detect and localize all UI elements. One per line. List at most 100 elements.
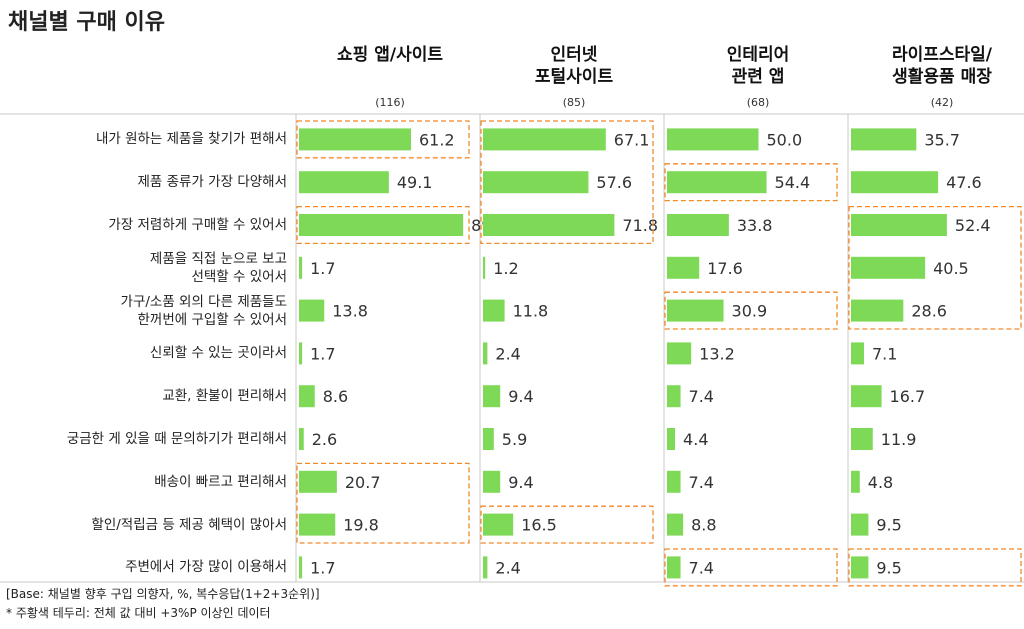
data-label: 30.9: [732, 302, 768, 321]
category-label: 신뢰할 수 있는 곳이라서: [149, 345, 287, 362]
data-label: 20.7: [345, 473, 381, 492]
category-label: 궁금한 게 있을 때 문의하기가 편리해서: [66, 431, 287, 447]
bar: [851, 513, 869, 536]
data-label: 9.4: [508, 387, 533, 406]
data-label: 67.1: [614, 130, 650, 149]
bar: [851, 299, 904, 322]
bar: [667, 470, 681, 493]
sample-size: (85): [562, 96, 586, 109]
data-label: 7.4: [689, 558, 714, 577]
data-label: 9.5: [876, 558, 901, 577]
column-header-interior-app: 인테리어 관련 앱: [666, 44, 850, 88]
bar: [851, 385, 882, 408]
data-label: 47.6: [946, 173, 982, 192]
category-label: 제품을 직접 눈으로 보고 선택할 수 있어서: [149, 250, 287, 285]
category-label: 가장 저렴하게 구매할 수 있어서: [108, 217, 287, 233]
data-label: 57.6: [596, 173, 632, 192]
data-label: 2.4: [495, 558, 520, 577]
data-label: 33.8: [737, 216, 773, 235]
bar: [299, 171, 389, 194]
data-label: 7.4: [689, 473, 714, 492]
data-label: 1.7: [310, 558, 335, 577]
sample-size: (116): [375, 96, 405, 109]
bar: [667, 385, 681, 408]
bar: [483, 342, 488, 365]
data-label: 9.4: [508, 473, 533, 492]
bar: [667, 128, 759, 151]
bar: [851, 470, 860, 493]
data-label: 40.5: [933, 259, 969, 278]
data-label: 16.5: [521, 516, 557, 535]
category-label: 할인/적립금 등 제공 혜택이 많아서: [91, 516, 287, 533]
column-header-shopping-app: 쇼핑 앱/사이트: [298, 44, 482, 66]
data-label: 4.4: [683, 430, 708, 449]
bar: [851, 171, 939, 194]
data-label: 49.1: [397, 173, 433, 192]
category-label: 배송이 빠르고 편리해서: [154, 473, 287, 490]
data-label: 11.9: [881, 430, 917, 449]
bar: [299, 470, 337, 493]
data-label: 7.4: [689, 387, 714, 406]
data-label: 28.6: [911, 302, 947, 321]
data-label: 16.7: [890, 387, 926, 406]
data-label: 8.8: [691, 516, 716, 535]
bar: [483, 428, 494, 450]
highlight-box: [848, 548, 1022, 587]
column-name: 인터넷 포털사이트: [534, 45, 614, 87]
category-label: 제품 종류가 가장 다양해서: [137, 174, 288, 191]
bar: [299, 128, 411, 151]
bar: [667, 171, 767, 194]
bar: [299, 513, 336, 536]
bar: [851, 342, 864, 365]
sample-size: (42): [930, 96, 954, 109]
data-label: 35.7: [924, 130, 960, 149]
data-label: 9.5: [876, 516, 901, 535]
data-label: 61.2: [419, 130, 455, 149]
bar: [851, 214, 947, 236]
bar: [299, 342, 303, 365]
bar: [299, 214, 464, 236]
data-label: 11.8: [513, 302, 549, 321]
data-label: 7.1: [872, 344, 897, 363]
bar: [851, 256, 926, 279]
category-label: 가구/소품 외의 다른 제품들도 한꺼번에 구입할 수 있어서: [120, 293, 287, 328]
bar: [483, 214, 615, 236]
category-label: 교환, 환불이 편리해서: [162, 388, 287, 405]
bar: [299, 299, 325, 322]
column-name: 라이프스타일/ 생활용품 매장: [891, 45, 993, 87]
column-name: 쇼핑 앱/사이트: [337, 45, 443, 65]
bar: [667, 342, 692, 365]
bar: [299, 256, 303, 279]
footnote-base: [Base: 채널별 향후 구입 의향자, %, 복수응답(1+2+3순위)]: [6, 587, 320, 601]
data-label: 52.4: [955, 216, 991, 235]
data-label: 17.6: [707, 259, 743, 278]
bar: [667, 299, 724, 322]
category-label: 주변에서 가장 많이 이용해서: [125, 559, 287, 576]
highlight-box: [480, 120, 654, 245]
chart-title: 채널별 구매 이유: [8, 10, 165, 35]
bar: [667, 214, 729, 236]
bar: [483, 128, 606, 151]
data-label: 13.2: [699, 344, 735, 363]
category-label: 내가 원하는 제품을 찾기가 편해서: [95, 131, 287, 148]
column-header-lifestyle-store: 라이프스타일/ 생활용품 매장: [850, 44, 1024, 88]
bar: [483, 556, 488, 579]
bar: [667, 556, 681, 579]
bar: [483, 385, 501, 408]
footnote-highlight: * 주황색 테두리: 전체 값 대비 +3%P 이상인 데이터: [6, 606, 271, 620]
bar: [851, 128, 917, 151]
data-label: 19.8: [343, 516, 379, 535]
data-label: 2.4: [495, 344, 520, 363]
data-label: 2.6: [312, 430, 337, 449]
column-name: 인테리어 관련 앱: [726, 45, 790, 87]
bar: [299, 385, 315, 408]
data-label: 50.0: [767, 130, 803, 149]
column-header-portal: 인터넷 포털사이트: [482, 44, 666, 88]
highlight-box: [296, 462, 470, 544]
bar: [299, 428, 304, 450]
sample-size: (68): [746, 96, 770, 109]
data-label: 1.2: [493, 259, 518, 278]
highlight-box: [848, 205, 1022, 330]
data-label: 5.9: [502, 430, 527, 449]
